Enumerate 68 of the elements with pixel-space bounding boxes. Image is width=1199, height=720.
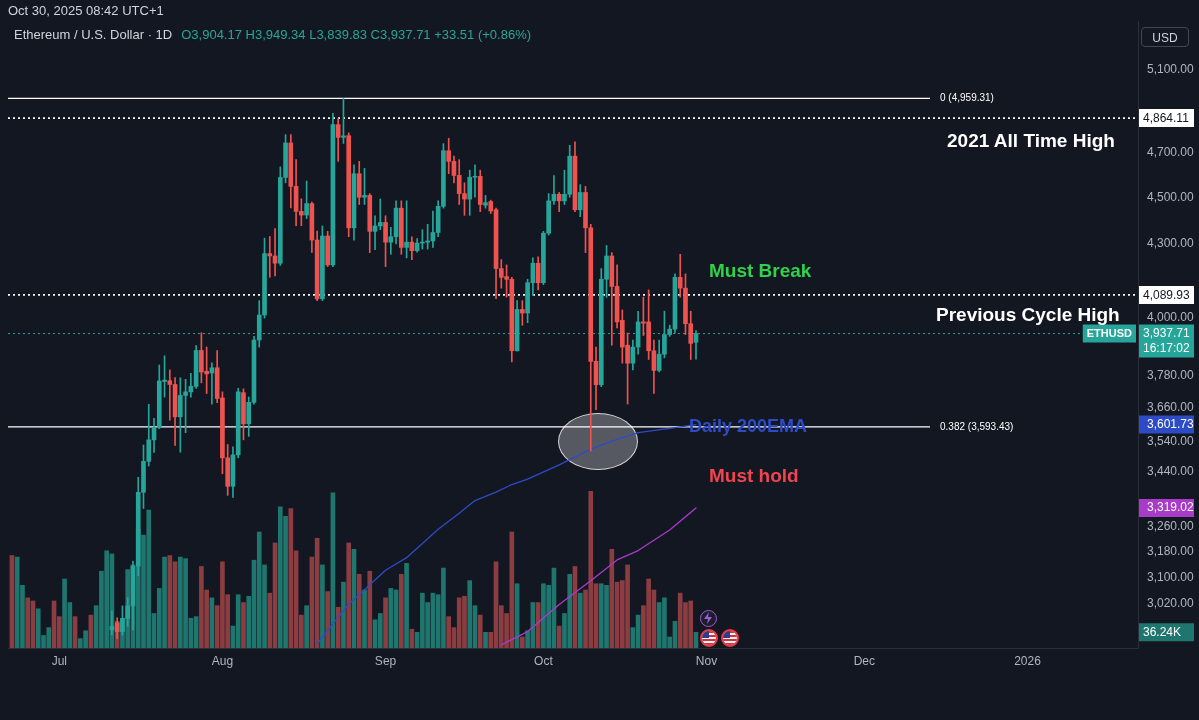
candlestick bbox=[267, 236, 273, 278]
bar bbox=[404, 563, 409, 648]
text: 16:17:02 bbox=[1143, 341, 1191, 356]
y-tick-label: 4,300.00 bbox=[1147, 236, 1195, 251]
y-tick-label: 3,780.00 bbox=[1147, 367, 1195, 382]
annotation: 2021 All Time High bbox=[947, 130, 1115, 152]
annotation: Must hold bbox=[709, 465, 799, 487]
y-tick-label: 3,540.00 bbox=[1147, 434, 1195, 449]
x-tick-label: Nov bbox=[695, 653, 718, 668]
bar bbox=[241, 602, 246, 648]
bar bbox=[609, 548, 615, 648]
bar bbox=[325, 591, 330, 648]
y-tick-label: 3,660.00 bbox=[1147, 400, 1195, 415]
bar bbox=[467, 580, 473, 648]
candlestick bbox=[377, 198, 383, 231]
bar bbox=[483, 632, 488, 648]
text: Oct 30, 2025 08:42 UTC+1 bbox=[8, 3, 164, 18]
x-tick-label: Aug bbox=[211, 653, 234, 668]
y-tick-label: 3,020.00 bbox=[1147, 596, 1195, 611]
y-tick-label: 4,500.00 bbox=[1147, 189, 1195, 204]
x-tick-label: Oct bbox=[534, 653, 554, 668]
x-tick-label: Jul bbox=[51, 653, 67, 668]
bar bbox=[335, 606, 341, 648]
x-tick-label: Sep bbox=[374, 653, 397, 668]
x-tick-label: 2026 bbox=[1014, 653, 1042, 668]
ref-line-label: 4,089.93 bbox=[1143, 287, 1191, 302]
bar bbox=[362, 589, 367, 648]
ref-line-label: 4,864.11 bbox=[1143, 110, 1190, 125]
y-tick-label: 3,100.00 bbox=[1147, 569, 1195, 584]
bar bbox=[377, 613, 383, 648]
annotation: ETHUSD bbox=[1086, 327, 1133, 340]
bar bbox=[577, 592, 583, 648]
bar bbox=[383, 597, 388, 648]
bar bbox=[346, 542, 352, 648]
text: 36.24K bbox=[1143, 625, 1182, 640]
y-tick-label: 4,700.00 bbox=[1147, 145, 1195, 160]
bar bbox=[556, 625, 562, 648]
bar bbox=[341, 581, 346, 648]
y-tick-label: 3,260.00 bbox=[1147, 518, 1195, 533]
bar bbox=[399, 574, 404, 648]
bar bbox=[167, 555, 173, 648]
bar bbox=[304, 605, 309, 648]
bar bbox=[320, 564, 325, 648]
x-tick-label: Dec bbox=[853, 653, 876, 668]
bar bbox=[288, 508, 294, 648]
y-tick-label: 3,180.00 bbox=[1147, 543, 1195, 558]
text: O3,904.17 H3,949.34 L3,839.83 C3,937.71 +33.51 (+0.86%) bbox=[181, 27, 532, 42]
ref-line-label: 3,937.71 bbox=[1143, 326, 1191, 341]
bar bbox=[25, 597, 31, 648]
bar bbox=[235, 594, 241, 648]
annotation: Must Break bbox=[709, 260, 812, 282]
bar bbox=[477, 614, 483, 648]
ref-line-label: 0.382 (3,593.43) bbox=[940, 420, 1014, 432]
bar bbox=[367, 570, 373, 648]
bar bbox=[388, 588, 394, 648]
y-tick-label: 3,601.73 bbox=[1147, 416, 1195, 431]
candlestick bbox=[167, 369, 173, 421]
bar bbox=[446, 616, 452, 648]
text: Ethereum / U.S. Dollar · 1D bbox=[14, 27, 173, 42]
text: USD bbox=[1141, 27, 1189, 47]
y-tick-label: 3,440.00 bbox=[1147, 463, 1195, 478]
y-tick-label: 3,319.02 bbox=[1147, 500, 1195, 515]
bar bbox=[356, 574, 362, 648]
bar bbox=[520, 636, 525, 648]
ref-line-label: 0 (4,959.31) bbox=[940, 92, 994, 104]
annotation: Previous Cycle High bbox=[936, 304, 1120, 326]
y-tick-label: 5,100.00 bbox=[1147, 62, 1195, 77]
y-tick-label: 4,000.00 bbox=[1147, 309, 1195, 324]
